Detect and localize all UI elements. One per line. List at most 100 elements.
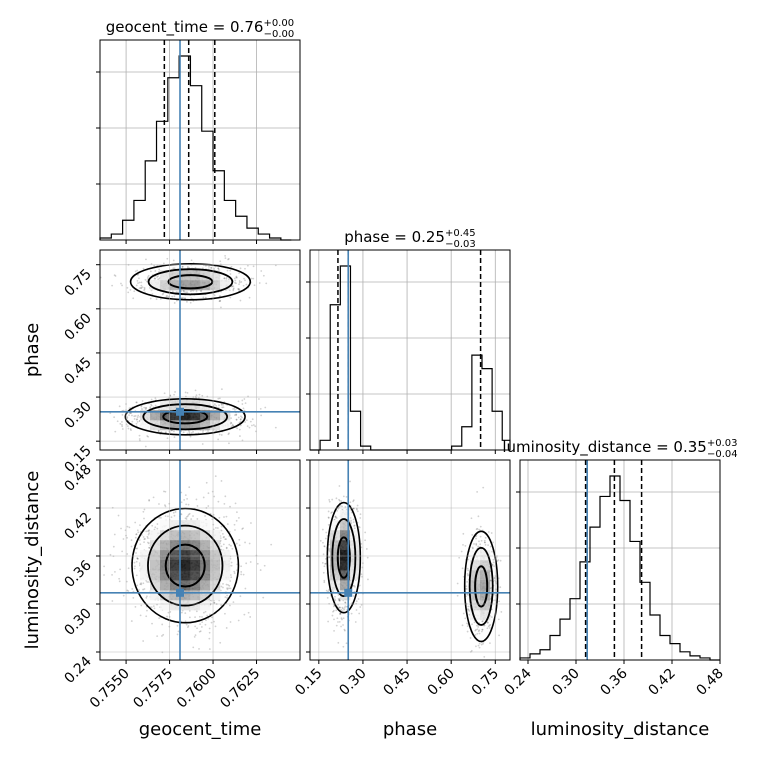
- sample-point: [199, 630, 202, 632]
- sample-point: [242, 527, 244, 530]
- sample-point: [185, 503, 188, 506]
- y-axis-label-phase: phase: [22, 323, 43, 377]
- sample-point: [323, 579, 326, 582]
- sample-point: [136, 279, 139, 282]
- sample-point: [481, 620, 484, 623]
- sample-point: [486, 627, 489, 630]
- sample-point: [147, 581, 150, 583]
- density-cell: [200, 420, 211, 431]
- sample-point: [163, 392, 166, 395]
- sample-point: [333, 618, 335, 621]
- sample-point: [461, 567, 464, 570]
- density-cell: [330, 520, 341, 531]
- sample-point: [230, 265, 233, 268]
- sample-point: [126, 525, 129, 528]
- sample-point: [222, 543, 225, 546]
- sample-point: [173, 436, 176, 439]
- sample-point: [161, 623, 164, 626]
- sample-point: [138, 438, 141, 440]
- sample-point: [220, 529, 223, 532]
- sample-point: [149, 407, 151, 410]
- density-cell: [170, 410, 181, 421]
- sample-point: [152, 605, 155, 608]
- sample-point: [151, 293, 154, 296]
- sample-point: [223, 277, 226, 280]
- sample-point: [342, 617, 345, 620]
- sample-point: [142, 588, 144, 591]
- sample-point: [328, 589, 330, 591]
- sample-point: [111, 284, 114, 287]
- sample-point: [238, 280, 241, 282]
- density-cell: [180, 530, 191, 541]
- x-axis-label-luminosity_distance: luminosity_distance: [531, 719, 710, 740]
- sample-point: [352, 595, 355, 597]
- density-cell: [480, 550, 491, 561]
- sample-point: [244, 267, 246, 270]
- sample-point: [235, 418, 238, 421]
- sample-point: [143, 588, 146, 590]
- sample-point: [135, 401, 138, 404]
- sample-point: [136, 418, 138, 421]
- density-cell: [150, 570, 161, 581]
- density-cell: [210, 410, 221, 421]
- sample-point: [180, 501, 183, 504]
- sample-point: [170, 516, 173, 518]
- sample-point: [186, 626, 189, 629]
- sample-point: [337, 641, 340, 644]
- sample-point: [224, 612, 226, 615]
- sample-point: [134, 270, 137, 273]
- sample-point: [219, 641, 222, 644]
- density-cell: [210, 570, 221, 581]
- sample-point: [483, 541, 486, 544]
- sample-point: [239, 424, 242, 427]
- density-cell: [480, 580, 491, 591]
- sample-point: [188, 616, 191, 619]
- sample-point: [482, 642, 485, 645]
- sample-point: [467, 569, 470, 572]
- sample-point: [357, 598, 360, 600]
- sample-point: [136, 420, 139, 423]
- sample-point: [187, 625, 190, 627]
- sample-point: [498, 634, 500, 637]
- sample-point: [335, 624, 338, 627]
- sample-point: [220, 434, 223, 436]
- sample-point: [144, 537, 146, 540]
- x-tick-label-phase: 0.30: [336, 666, 369, 699]
- sample-point: [243, 398, 246, 400]
- sample-point: [209, 613, 211, 616]
- density-cell: [190, 570, 201, 581]
- sample-point: [364, 531, 367, 534]
- sample-point: [322, 571, 325, 574]
- sample-point: [475, 534, 478, 537]
- density-cell: [180, 590, 191, 601]
- sample-point: [136, 557, 139, 560]
- panel-frame: [309, 249, 511, 451]
- x-tick-label-geocent_time: 0.7625: [217, 666, 263, 712]
- sample-point: [166, 437, 169, 440]
- x-tick-label-luminosity_distance: 0.30: [549, 666, 582, 699]
- sample-point: [252, 424, 255, 426]
- sample-point: [143, 508, 146, 511]
- sample-point: [206, 614, 209, 617]
- sample-point: [479, 543, 482, 546]
- contour-line: [331, 518, 357, 598]
- histogram-luminosity_distance: [519, 475, 720, 661]
- sample-point: [201, 443, 204, 445]
- density-cell: [210, 530, 221, 541]
- density-cell: [470, 600, 481, 611]
- sample-point: [140, 287, 142, 289]
- sample-point: [341, 505, 343, 508]
- sample-point: [479, 525, 482, 528]
- y-tick-label-luminosity_distance: 0.42: [61, 510, 94, 543]
- sample-point: [337, 621, 339, 623]
- sample-point: [147, 537, 149, 540]
- sample-point: [353, 584, 356, 587]
- sample-point: [134, 521, 137, 524]
- sample-point: [235, 418, 238, 421]
- sample-point: [263, 564, 266, 567]
- sample-point: [230, 544, 232, 547]
- sample-point: [331, 498, 334, 501]
- sample-point: [328, 549, 331, 552]
- density-cell: [340, 540, 351, 551]
- sample-point: [336, 617, 339, 620]
